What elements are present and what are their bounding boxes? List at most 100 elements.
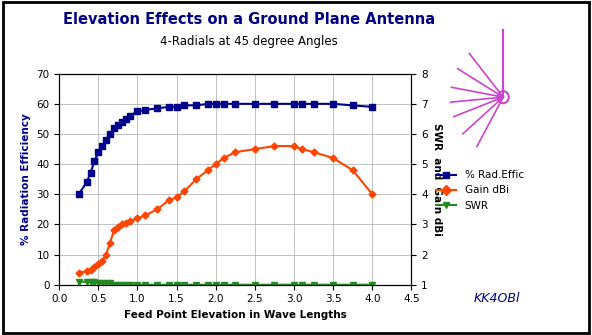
- Gain dBi: [114, 225, 121, 229]
- Gain dBi: [204, 168, 211, 172]
- Gain dBi: [212, 162, 219, 166]
- Gain dBi: [192, 177, 200, 181]
- % Rad.Effic: [99, 144, 106, 148]
- Gain dBi: [83, 269, 90, 273]
- % Rad.Effic: [271, 102, 278, 106]
- SWR: [165, 283, 172, 287]
- Gain dBi: [330, 156, 337, 160]
- Text: 4-Radials at 45 degree Angles: 4-Radials at 45 degree Angles: [160, 35, 337, 48]
- % Rad.Effic: [192, 103, 200, 107]
- Gain dBi: [153, 207, 160, 211]
- % Rad.Effic: [111, 126, 118, 130]
- X-axis label: Feed Point Elevation in Wave Lengths: Feed Point Elevation in Wave Lengths: [124, 310, 347, 320]
- SWR: [102, 281, 110, 285]
- Gain dBi: [87, 268, 94, 272]
- % Rad.Effic: [122, 117, 129, 121]
- SWR: [141, 283, 149, 287]
- SWR: [95, 281, 102, 285]
- SWR: [87, 280, 94, 284]
- SWR: [349, 283, 356, 287]
- % Rad.Effic: [204, 102, 211, 106]
- Gain dBi: [220, 156, 227, 160]
- SWR: [173, 283, 180, 287]
- SWR: [192, 283, 200, 287]
- Gain dBi: [111, 228, 118, 232]
- SWR: [212, 283, 219, 287]
- SWR: [126, 283, 133, 287]
- Gain dBi: [349, 168, 356, 172]
- Line: Gain dBi: Gain dBi: [76, 144, 375, 275]
- % Rad.Effic: [349, 103, 356, 107]
- SWR: [271, 283, 278, 287]
- % Rad.Effic: [91, 159, 98, 163]
- % Rad.Effic: [134, 109, 141, 113]
- SWR: [204, 283, 211, 287]
- Gain dBi: [122, 221, 129, 225]
- SWR: [118, 283, 126, 287]
- SWR: [153, 283, 160, 287]
- SWR: [330, 283, 337, 287]
- % Rad.Effic: [107, 132, 114, 136]
- % Rad.Effic: [95, 150, 102, 154]
- SWR: [122, 283, 129, 287]
- % Rad.Effic: [165, 105, 172, 109]
- Gain dBi: [107, 241, 114, 245]
- % Rad.Effic: [369, 105, 376, 109]
- SWR: [107, 281, 114, 285]
- SWR: [99, 281, 106, 285]
- % Rad.Effic: [291, 102, 298, 106]
- SWR: [369, 283, 376, 287]
- SWR: [252, 283, 259, 287]
- Text: KK4OBl: KK4OBl: [474, 291, 520, 305]
- % Rad.Effic: [330, 102, 337, 106]
- Gain dBi: [310, 150, 317, 154]
- SWR: [298, 283, 305, 287]
- % Rad.Effic: [75, 192, 82, 196]
- % Rad.Effic: [83, 180, 90, 184]
- % Rad.Effic: [220, 102, 227, 106]
- % Rad.Effic: [310, 102, 317, 106]
- Gain dBi: [173, 195, 180, 199]
- % Rad.Effic: [102, 138, 110, 142]
- Line: % Rad.Effic: % Rad.Effic: [76, 101, 375, 197]
- Y-axis label: SWR  and  Gain dBi: SWR and Gain dBi: [432, 123, 442, 236]
- SWR: [75, 280, 82, 284]
- % Rad.Effic: [232, 102, 239, 106]
- Gain dBi: [232, 150, 239, 154]
- Gain dBi: [134, 216, 141, 220]
- Line: SWR: SWR: [75, 278, 376, 288]
- SWR: [220, 283, 227, 287]
- Gain dBi: [102, 253, 110, 257]
- % Rad.Effic: [212, 102, 219, 106]
- SWR: [310, 283, 317, 287]
- Y-axis label: % Radiation Efficiency: % Radiation Efficiency: [21, 113, 31, 245]
- % Rad.Effic: [173, 105, 180, 109]
- Gain dBi: [75, 271, 82, 275]
- Gain dBi: [91, 265, 98, 269]
- % Rad.Effic: [181, 103, 188, 107]
- SWR: [83, 280, 90, 284]
- % Rad.Effic: [114, 123, 121, 127]
- Gain dBi: [95, 262, 102, 266]
- % Rad.Effic: [153, 107, 160, 111]
- SWR: [232, 283, 239, 287]
- SWR: [91, 280, 98, 284]
- % Rad.Effic: [141, 108, 149, 112]
- SWR: [134, 283, 141, 287]
- Gain dBi: [252, 147, 259, 151]
- % Rad.Effic: [298, 102, 305, 106]
- Gain dBi: [181, 189, 188, 193]
- % Rad.Effic: [252, 102, 259, 106]
- % Rad.Effic: [87, 171, 94, 175]
- % Rad.Effic: [118, 120, 126, 124]
- SWR: [291, 283, 298, 287]
- Gain dBi: [141, 213, 149, 217]
- Text: Elevation Effects on a Ground Plane Antenna: Elevation Effects on a Ground Plane Ante…: [63, 12, 435, 27]
- SWR: [111, 283, 118, 287]
- SWR: [114, 283, 121, 287]
- % Rad.Effic: [126, 114, 133, 118]
- Gain dBi: [369, 192, 376, 196]
- Gain dBi: [126, 219, 133, 223]
- Gain dBi: [271, 144, 278, 148]
- Gain dBi: [99, 259, 106, 263]
